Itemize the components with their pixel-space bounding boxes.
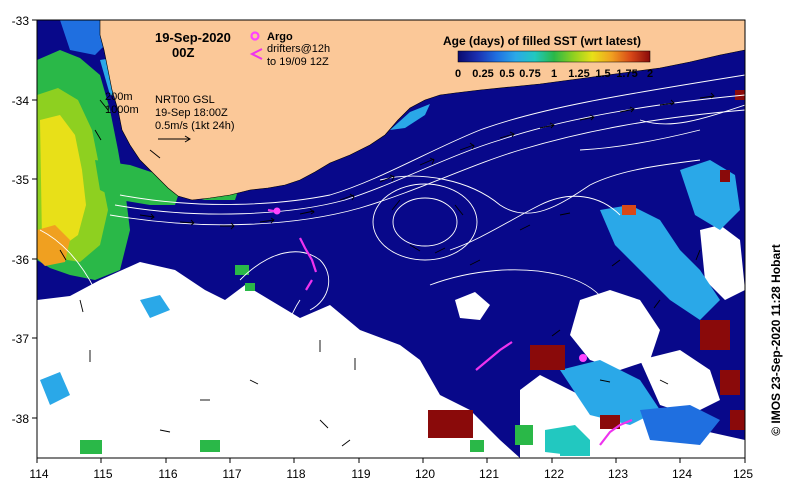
colorbar-tick: 1.25 <box>568 68 589 80</box>
velocity-arrows <box>59 92 715 447</box>
colorbar-tick: 2 <box>647 68 653 80</box>
contour-200m-label: 200m <box>105 91 133 103</box>
colorbar-tick: 0.25 <box>472 68 493 80</box>
lon-label: 121 <box>479 467 499 481</box>
lat-label: -35 <box>12 173 30 187</box>
lat-label: -33 <box>12 14 30 28</box>
coastal-fringe <box>390 104 430 130</box>
map-date: 19-Sep-2020 <box>155 30 231 45</box>
colorbar <box>457 50 651 63</box>
contour-lines <box>39 74 745 457</box>
argo-label: Argo <box>267 31 293 43</box>
lat-label: -36 <box>12 253 30 267</box>
colorbar-title: Age (days) of filled SST (wrt latest) <box>443 34 641 48</box>
velocity-scale-label: 0.5m/s (1kt 24h) <box>155 120 234 132</box>
map-frame <box>36 19 746 459</box>
lon-label: 119 <box>351 467 370 481</box>
age-patches-mid <box>40 160 740 455</box>
lon-label: 120 <box>415 467 435 481</box>
lon-label: 124 <box>672 467 692 481</box>
argo-symbol-icon <box>250 31 260 41</box>
lon-tick-marks <box>36 458 746 463</box>
contour-1000m-label: 1000m <box>105 104 139 116</box>
imos-credit: © IMOS 23-Sep-2020 11:28 Hobart <box>769 244 783 436</box>
lat-tick-marks <box>32 19 37 419</box>
lon-label: 123 <box>608 467 628 481</box>
velocity-scale-arrow-icon <box>158 135 191 143</box>
argo-floats <box>273 207 587 362</box>
drifters-label: drifters@12h <box>267 43 330 55</box>
lon-label: 116 <box>158 467 177 481</box>
colorbar-tick: 0.75 <box>519 68 540 80</box>
lon-label: 125 <box>733 467 753 481</box>
drifter-symbol-icon <box>249 48 263 60</box>
lon-label: 115 <box>93 467 112 481</box>
lon-label: 118 <box>286 467 305 481</box>
drifters-period: to 19/09 12Z <box>267 56 329 68</box>
altimetry-source: NRT00 GSL <box>155 94 215 106</box>
altimetry-time: 19-Sep 18:00Z <box>155 107 228 119</box>
colorbar-tick: 0 <box>455 68 461 80</box>
land-western-australia <box>99 20 745 201</box>
lon-label: 114 <box>29 467 48 481</box>
colorbar-tick: 1.5 <box>595 68 610 80</box>
lon-label: 117 <box>222 467 241 481</box>
lat-label: -34 <box>12 94 30 108</box>
colorbar-tick: 0.5 <box>499 68 514 80</box>
colorbar-tick: 1.75 <box>616 68 637 80</box>
map-plot-area <box>37 20 745 458</box>
colorbar-tick: 1 <box>551 68 557 80</box>
lat-tick-labels: -33 -34 -35 -36 -37 -38 <box>12 14 30 426</box>
colorbar-tick-labels: 0 0.25 0.5 0.75 1 1.25 1.5 1.75 2 <box>455 68 653 80</box>
lon-label: 122 <box>544 467 564 481</box>
lat-label: -38 <box>12 412 30 426</box>
age-patches-old <box>80 90 745 456</box>
map-hour: 00Z <box>172 45 194 60</box>
lon-tick-labels: 114 115 116 117 118 119 120 121 122 123 … <box>29 467 753 481</box>
lat-label: -37 <box>12 332 30 346</box>
